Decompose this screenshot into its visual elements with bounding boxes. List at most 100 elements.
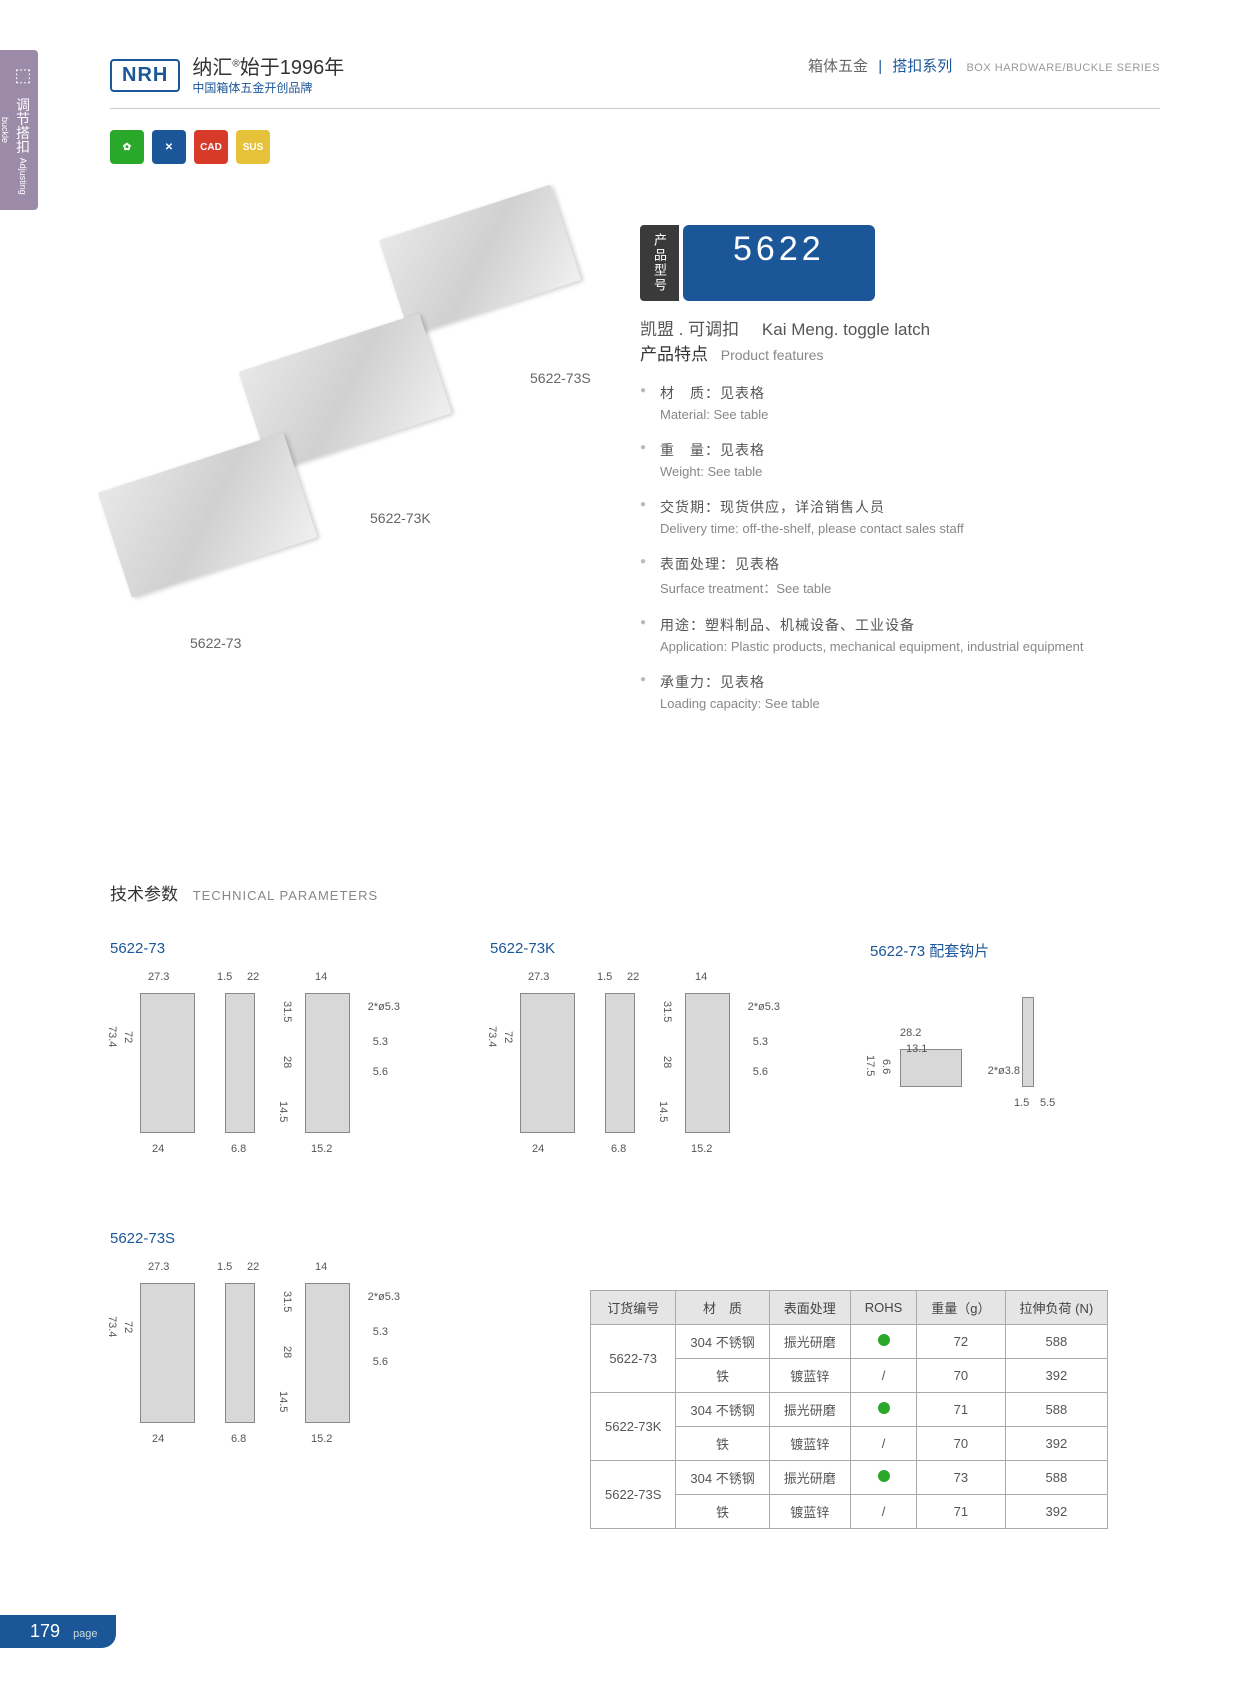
dim-label: 28: [281, 1346, 293, 1358]
cell-load: 588: [1005, 1393, 1108, 1427]
dim-label: 13.1: [906, 1043, 927, 1055]
model-name-cn: 凯盟 . 可调扣: [640, 320, 739, 339]
cell-wt: 70: [917, 1359, 1005, 1393]
model-name: 凯盟 . 可调扣 Kai Meng. toggle latch: [640, 315, 930, 340]
drawing-front-view: 27.3 73.4 72 24: [110, 1261, 195, 1445]
dim-label: 2*ø5.3: [368, 1001, 400, 1013]
cat-cn1: 箱体五金: [808, 58, 868, 75]
buckle-icon: ⬚: [15, 65, 32, 86]
dim-label: 5.3: [753, 1036, 768, 1048]
feature-en: Material: See table: [660, 407, 1160, 422]
drawing-back-view: 14 2*ø5.3 31.5 28 14.5 5.3 5.6 15.2: [665, 971, 760, 1155]
cell-mat: 304 不锈钢: [676, 1325, 769, 1359]
drawing-title: 5622-73: [110, 940, 380, 957]
dim-label: 72: [122, 1031, 134, 1043]
dim-label: 27.3: [148, 1261, 169, 1273]
badge-row: ✿✕CADSUS: [110, 130, 270, 164]
table-header: 拉伸负荷 (N): [1005, 1291, 1108, 1325]
dim-label: 73.4: [106, 1026, 118, 1047]
drawing-body: [305, 1283, 350, 1423]
dim-label: 5.3: [373, 1326, 388, 1338]
drawing-body: [305, 993, 350, 1133]
brand-slogan: 中国箱体五金开创品牌: [192, 81, 344, 97]
features-title-cn: 产品特点: [640, 345, 708, 364]
dim-label: 1.5: [217, 971, 232, 983]
feature-cn: 表面处理：见表格: [660, 554, 1160, 574]
page-number-bar: 179 page: [0, 1615, 116, 1648]
header-category: 箱体五金 | 搭扣系列 BOX HARDWARE/BUCKLE SERIES: [808, 55, 1160, 76]
page-header: NRH 纳汇®始于1996年 中国箱体五金开创品牌 箱体五金 | 搭扣系列 BO…: [110, 55, 1160, 97]
table-row: 5622-73S304 不锈钢振光研磨73588: [591, 1461, 1108, 1495]
dim-label: 14.5: [277, 1391, 289, 1412]
dim-label: 6.8: [231, 1143, 246, 1155]
cell-mat: 铁: [676, 1495, 769, 1529]
dim-label: 2*ø3.8: [988, 1065, 1020, 1077]
dim-label: 5.6: [373, 1066, 388, 1078]
dim-label: 1.5: [597, 971, 612, 983]
feature-badge: SUS: [236, 130, 270, 164]
table-row: 5622-73304 不锈钢振光研磨72588: [591, 1325, 1108, 1359]
feature-badge: CAD: [194, 130, 228, 164]
features-list: 材 质：见表格Material: See table重 量：见表格Weight:…: [640, 383, 1160, 711]
rohs-dot-icon: [878, 1334, 890, 1346]
features-title-en: Product features: [721, 347, 824, 363]
cell-surf: 镀蓝锌: [769, 1359, 850, 1393]
feature-en: Delivery time: off-the-shelf, please con…: [660, 521, 1160, 536]
feature-item: 用途：塑料制品、机械设备、工业设备Application: Plastic pr…: [640, 615, 1160, 654]
drawing-title: 5622-73S: [110, 1230, 380, 1247]
cell-surf: 振光研磨: [769, 1325, 850, 1359]
product-label-b: 5622-73K: [370, 510, 431, 526]
dim-label: 27.3: [148, 971, 169, 983]
brand-text: 纳汇®始于1996年 中国箱体五金开创品牌: [192, 55, 344, 97]
cell-rohs: /: [850, 1495, 917, 1529]
rohs-dot-icon: [878, 1470, 890, 1482]
cell-wt: 73: [917, 1461, 1005, 1495]
cell-load: 392: [1005, 1359, 1108, 1393]
dim-label: 72: [122, 1321, 134, 1333]
dim-label: 14: [695, 971, 707, 983]
dim-label: 5.5: [1040, 1097, 1055, 1109]
cat-en: BOX HARDWARE/BUCKLE SERIES: [966, 62, 1160, 74]
dim-label: 2*ø5.3: [748, 1001, 780, 1013]
feature-item: 重 量：见表格Weight: See table: [640, 440, 1160, 479]
drawing-back-view: 14 2*ø5.3 31.5 28 14.5 5.3 5.6 15.2: [285, 1261, 380, 1445]
drawing-back-view: 14 2*ø5.3 31.5 28 14.5 5.3 5.6 15.2: [285, 971, 380, 1155]
brand-logo: NRH: [110, 59, 180, 92]
dim-label: 31.5: [661, 1001, 673, 1022]
feature-en: Weight: See table: [660, 464, 1160, 479]
model-tag: 产品型号: [640, 225, 679, 301]
dim-label: 31.5: [281, 1001, 293, 1022]
dim-label: 6.8: [231, 1433, 246, 1445]
drawing-body: [520, 993, 575, 1133]
feature-item: 表面处理：见表格Surface treatment：See table: [640, 554, 1160, 597]
drawing-title: 5622-73 配套钩片: [870, 940, 1034, 961]
feature-cn: 承重力：见表格: [660, 672, 1160, 692]
spec-table: 订货编号材 质表面处理ROHS重量（g）拉伸负荷 (N) 5622-73304 …: [590, 1290, 1108, 1529]
registered-icon: ®: [232, 58, 239, 69]
drawing-body: [140, 1283, 195, 1423]
cell-wt: 72: [917, 1325, 1005, 1359]
cat-cn2: 搭扣系列: [892, 58, 952, 75]
cell-wt: 71: [917, 1495, 1005, 1529]
feature-badge: ✿: [110, 130, 144, 164]
drawing-group: 5622-73K 27.3 73.4 72 24 1.5 22 6.8 14 2…: [490, 940, 760, 1155]
drawing-hook-side: 1.5 5.5: [1022, 975, 1034, 1109]
drawing-body: [605, 993, 635, 1133]
separator-icon: |: [878, 58, 882, 75]
feature-item: 承重力：见表格Loading capacity: See table: [640, 672, 1160, 711]
dim-label: 17.5: [864, 1055, 876, 1076]
drawing-side-view: 1.5 22 6.8: [605, 971, 635, 1155]
cell-rohs: /: [850, 1359, 917, 1393]
product-label-c: 5622-73: [190, 635, 241, 651]
drawing-body: [685, 993, 730, 1133]
cell-rohs: [850, 1393, 917, 1427]
cell-rohs: /: [850, 1427, 917, 1461]
product-photo-area: 5622-73S 5622-73K 5622-73: [110, 180, 610, 680]
feature-cn: 交货期：现货供应，详洽销售人员: [660, 497, 1160, 517]
dim-label: 28.2: [900, 1027, 921, 1039]
cell-wt: 70: [917, 1427, 1005, 1461]
dim-label: 15.2: [311, 1433, 332, 1445]
product-photo: [379, 185, 581, 336]
drawing-group: 5622-73 27.3 73.4 72 24 1.5 22 6.8 14 2*…: [110, 940, 380, 1155]
dim-label: 15.2: [311, 1143, 332, 1155]
